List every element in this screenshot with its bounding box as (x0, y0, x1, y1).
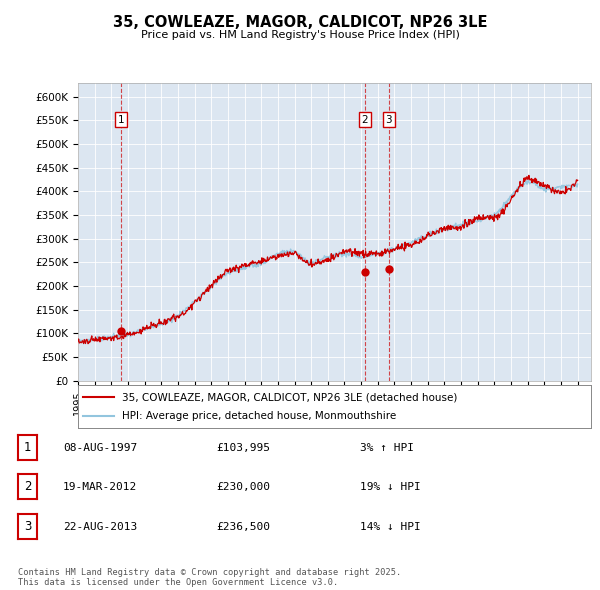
Text: 22-AUG-2013: 22-AUG-2013 (63, 522, 137, 532)
Text: 3: 3 (24, 520, 31, 533)
Text: 3% ↑ HPI: 3% ↑ HPI (360, 443, 414, 453)
Text: 2: 2 (362, 115, 368, 125)
Text: Price paid vs. HM Land Registry's House Price Index (HPI): Price paid vs. HM Land Registry's House … (140, 30, 460, 40)
Text: 19% ↓ HPI: 19% ↓ HPI (360, 483, 421, 492)
Text: HPI: Average price, detached house, Monmouthshire: HPI: Average price, detached house, Monm… (122, 411, 396, 421)
Text: 35, COWLEAZE, MAGOR, CALDICOT, NP26 3LE (detached house): 35, COWLEAZE, MAGOR, CALDICOT, NP26 3LE … (122, 392, 457, 402)
Text: 1: 1 (24, 441, 31, 454)
Text: £230,000: £230,000 (216, 483, 270, 492)
Text: 1: 1 (118, 115, 125, 125)
Text: 19-MAR-2012: 19-MAR-2012 (63, 483, 137, 492)
Text: 2: 2 (24, 480, 31, 493)
Text: £103,995: £103,995 (216, 443, 270, 453)
Text: 35, COWLEAZE, MAGOR, CALDICOT, NP26 3LE: 35, COWLEAZE, MAGOR, CALDICOT, NP26 3LE (113, 15, 487, 30)
Text: Contains HM Land Registry data © Crown copyright and database right 2025.
This d: Contains HM Land Registry data © Crown c… (18, 568, 401, 587)
Text: 14% ↓ HPI: 14% ↓ HPI (360, 522, 421, 532)
Text: £236,500: £236,500 (216, 522, 270, 532)
Text: 08-AUG-1997: 08-AUG-1997 (63, 443, 137, 453)
Text: 3: 3 (385, 115, 392, 125)
